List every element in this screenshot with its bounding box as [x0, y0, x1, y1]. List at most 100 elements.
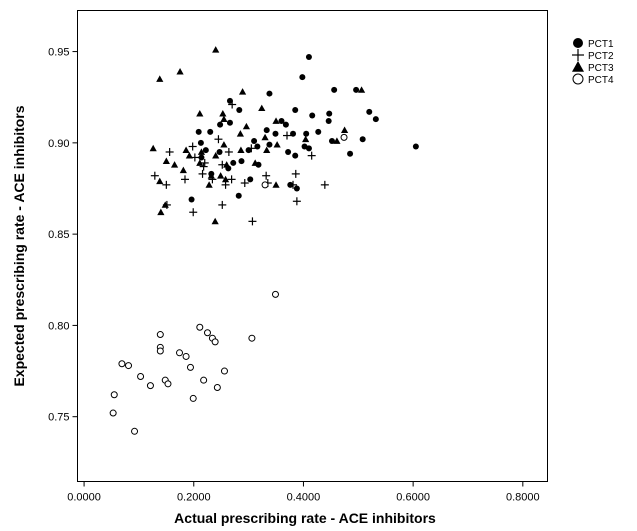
pct2-point — [218, 200, 227, 209]
pct4-point — [213, 383, 221, 391]
pct3-point — [182, 146, 190, 154]
x-tick-label: 0.0000 — [67, 492, 101, 504]
pct4-point — [156, 347, 164, 355]
pct1-point — [292, 152, 299, 159]
pct2-point — [291, 169, 300, 178]
pct4-point — [176, 349, 184, 357]
pct4-point — [220, 367, 228, 375]
pct2-point — [289, 180, 298, 189]
pct3-point — [273, 141, 281, 148]
pct3-point — [196, 159, 204, 166]
x-axis-title: Actual prescribing rate - ACE inhibitors — [174, 510, 436, 526]
legend-marker-pct2 — [572, 49, 584, 61]
pct3-point — [220, 141, 228, 148]
pct1-point — [202, 147, 209, 154]
pct1-point — [226, 119, 233, 126]
pct2-point — [199, 162, 208, 171]
pct3-point — [258, 104, 266, 112]
pct1-point — [303, 130, 310, 137]
pct3-point — [185, 152, 193, 159]
pct3-point — [340, 126, 349, 133]
pct3-point — [221, 175, 230, 183]
pct1-point — [188, 196, 195, 203]
pct3-point — [357, 86, 366, 93]
pct1-point — [198, 154, 205, 161]
pct2-point — [262, 171, 271, 180]
pct2-point — [240, 179, 249, 188]
pct1-point — [263, 127, 270, 134]
pct1-point — [278, 117, 285, 124]
pct3-point — [179, 166, 187, 174]
pct4-point — [125, 362, 133, 370]
pct3-point — [176, 68, 184, 75]
y-tick-label: 0.90 — [48, 138, 69, 150]
pct3-point — [162, 157, 170, 164]
y-axis: 0.75 0.80 0.85 0.90 0.95 — [48, 47, 78, 424]
pct1-point — [235, 192, 242, 199]
pct1-point — [359, 136, 366, 143]
pct2-point — [248, 217, 257, 226]
pct1-point — [197, 139, 204, 146]
pct1-point — [251, 138, 258, 145]
pct4-point — [196, 323, 204, 331]
pct3-point — [212, 46, 220, 53]
pct3-point — [207, 172, 215, 179]
pct3-point — [272, 181, 280, 188]
pct3-point — [196, 110, 204, 117]
pct3-point — [272, 117, 280, 124]
pct1-point — [207, 128, 214, 135]
pct1-point — [254, 143, 261, 150]
pct3-point — [236, 130, 244, 137]
pct3-point — [251, 159, 259, 166]
x-tick-label: 0.4000 — [287, 492, 321, 504]
pct1-point — [372, 116, 379, 123]
pct2-point — [189, 208, 198, 217]
pct2-point — [162, 180, 171, 189]
pct3-point — [217, 172, 225, 179]
pct1-point — [412, 143, 419, 150]
pct1-point — [325, 117, 332, 124]
pct4-point — [146, 382, 154, 390]
pct2-point — [224, 147, 233, 156]
pct2-point — [200, 158, 209, 167]
pct2-point — [292, 197, 301, 206]
pct3-point — [302, 135, 310, 143]
pct2-point — [180, 175, 189, 184]
legend-label-pct1: PCT1 — [588, 39, 614, 50]
pct2-point — [188, 142, 197, 151]
legend-marker-pct3 — [572, 61, 584, 72]
pct1-point — [347, 150, 354, 157]
pct1-point — [299, 74, 306, 81]
pct2-point — [247, 144, 256, 153]
pct4-point — [164, 380, 172, 388]
pct2-point — [307, 151, 316, 160]
y-tick-label: 0.85 — [48, 229, 69, 241]
pct3-point — [242, 122, 251, 130]
pct1-point — [315, 128, 322, 135]
pct4-point — [110, 391, 118, 399]
pct2-point — [198, 169, 207, 178]
pct3-point — [220, 115, 228, 123]
y-axis-title: Expected prescribing rate - ACE inhibito… — [11, 105, 27, 386]
pct3-point — [157, 208, 165, 216]
legend-marker-pct1 — [573, 38, 583, 48]
pct4-point — [261, 181, 269, 189]
pct4-point — [200, 376, 208, 384]
pct1-point — [282, 121, 289, 128]
pct1-point — [266, 90, 273, 97]
pct3-point — [212, 152, 220, 159]
pct2-point — [320, 180, 329, 189]
pct4-point — [156, 331, 164, 339]
pct3-point — [261, 133, 269, 141]
pct3-point — [223, 161, 231, 168]
pct1-point — [309, 112, 316, 119]
pct1-point — [236, 106, 243, 113]
pct3-point — [161, 201, 169, 208]
plot-frame — [77, 10, 548, 482]
legend-label-pct3: PCT3 — [588, 63, 614, 74]
pct2-point — [227, 175, 236, 184]
pct4-point — [340, 133, 348, 141]
pct1-point — [366, 108, 373, 115]
